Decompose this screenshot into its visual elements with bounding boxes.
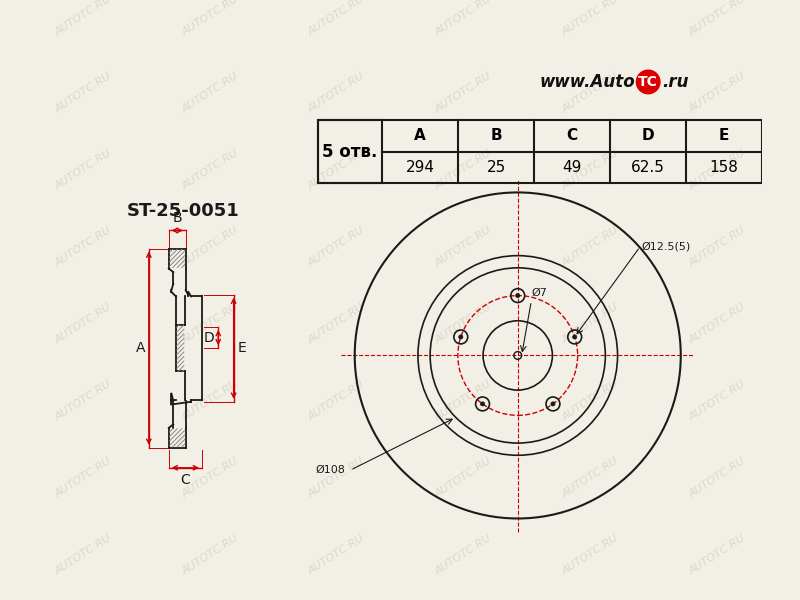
Text: AUTOTC.RU: AUTOTC.RU [180, 71, 240, 115]
Text: AUTOTC.RU: AUTOTC.RU [53, 456, 113, 500]
Text: 5 отв.: 5 отв. [322, 143, 378, 161]
Text: AUTOTC.RU: AUTOTC.RU [560, 225, 620, 269]
Text: AUTOTC.RU: AUTOTC.RU [687, 379, 747, 422]
Text: AUTOTC.RU: AUTOTC.RU [560, 302, 620, 346]
Text: Ø12.5(5): Ø12.5(5) [642, 242, 691, 252]
Text: AUTOTC.RU: AUTOTC.RU [53, 225, 113, 269]
Text: AUTOTC.RU: AUTOTC.RU [434, 533, 494, 577]
Text: AUTOTC.RU: AUTOTC.RU [560, 71, 620, 115]
Text: AUTOTC.RU: AUTOTC.RU [434, 0, 494, 38]
Text: 49: 49 [562, 160, 582, 175]
Text: AUTOTC.RU: AUTOTC.RU [560, 0, 620, 38]
Circle shape [516, 293, 520, 298]
Text: D: D [204, 331, 214, 344]
Circle shape [573, 335, 577, 339]
Text: E: E [238, 341, 246, 355]
Text: AUTOTC.RU: AUTOTC.RU [434, 225, 494, 269]
Text: AUTOTC.RU: AUTOTC.RU [434, 302, 494, 346]
Text: AUTOTC.RU: AUTOTC.RU [687, 0, 747, 38]
Text: AUTOTC.RU: AUTOTC.RU [306, 379, 366, 422]
Bar [318, 120, 762, 184]
Text: AUTOTC.RU: AUTOTC.RU [180, 379, 240, 422]
Text: AUTOTC.RU: AUTOTC.RU [53, 379, 113, 422]
Text: AUTOTC.RU: AUTOTC.RU [180, 302, 240, 346]
Text: 62.5: 62.5 [631, 160, 665, 175]
Text: A: A [136, 341, 145, 355]
Circle shape [551, 402, 555, 406]
Text: .ru: .ru [662, 73, 689, 91]
Circle shape [636, 70, 660, 94]
Bar [318, 120, 382, 184]
Text: AUTOTC.RU: AUTOTC.RU [53, 302, 113, 346]
Text: 294: 294 [406, 160, 434, 175]
Text: AUTOTC.RU: AUTOTC.RU [53, 0, 113, 38]
Text: AUTOTC.RU: AUTOTC.RU [180, 148, 240, 192]
Text: ST-25-0051: ST-25-0051 [126, 202, 239, 220]
Text: AUTOTC.RU: AUTOTC.RU [306, 456, 366, 500]
Circle shape [458, 335, 463, 339]
Text: AUTOTC.RU: AUTOTC.RU [306, 302, 366, 346]
Text: AUTOTC.RU: AUTOTC.RU [53, 533, 113, 577]
Text: AUTOTC.RU: AUTOTC.RU [306, 0, 366, 38]
Text: AUTOTC.RU: AUTOTC.RU [434, 71, 494, 115]
Circle shape [481, 402, 485, 406]
Text: AUTOTC.RU: AUTOTC.RU [306, 148, 366, 192]
Text: AUTOTC.RU: AUTOTC.RU [560, 379, 620, 422]
Text: AUTOTC.RU: AUTOTC.RU [560, 533, 620, 577]
Text: www.Auto: www.Auto [540, 73, 635, 91]
Text: AUTOTC.RU: AUTOTC.RU [687, 533, 747, 577]
Text: AUTOTC.RU: AUTOTC.RU [306, 533, 366, 577]
Text: AUTOTC.RU: AUTOTC.RU [434, 148, 494, 192]
Text: AUTOTC.RU: AUTOTC.RU [687, 71, 747, 115]
Text: AUTOTC.RU: AUTOTC.RU [687, 148, 747, 192]
Text: Ø7: Ø7 [531, 288, 547, 298]
Text: AUTOTC.RU: AUTOTC.RU [53, 71, 113, 115]
Text: 25: 25 [486, 160, 506, 175]
Text: AUTOTC.RU: AUTOTC.RU [560, 148, 620, 192]
Text: 158: 158 [710, 160, 738, 175]
Text: TC: TC [638, 75, 658, 89]
Text: AUTOTC.RU: AUTOTC.RU [687, 302, 747, 346]
Text: A: A [414, 128, 426, 143]
Text: D: D [642, 128, 654, 143]
Text: E: E [719, 128, 730, 143]
Text: C: C [566, 128, 578, 143]
Text: AUTOTC.RU: AUTOTC.RU [434, 456, 494, 500]
Text: C: C [181, 473, 190, 487]
Text: AUTOTC.RU: AUTOTC.RU [687, 456, 747, 500]
Text: AUTOTC.RU: AUTOTC.RU [180, 0, 240, 38]
Text: AUTOTC.RU: AUTOTC.RU [180, 456, 240, 500]
Text: AUTOTC.RU: AUTOTC.RU [434, 379, 494, 422]
Text: AUTOTC.RU: AUTOTC.RU [306, 225, 366, 269]
Text: B: B [173, 211, 182, 225]
Text: AUTOTC.RU: AUTOTC.RU [306, 71, 366, 115]
Text: AUTOTC.RU: AUTOTC.RU [687, 225, 747, 269]
Text: AUTOTC.RU: AUTOTC.RU [180, 225, 240, 269]
Text: Ø108: Ø108 [316, 465, 346, 475]
Text: AUTOTC.RU: AUTOTC.RU [180, 533, 240, 577]
Text: B: B [490, 128, 502, 143]
Text: AUTOTC.RU: AUTOTC.RU [560, 456, 620, 500]
Text: AUTOTC.RU: AUTOTC.RU [53, 148, 113, 192]
